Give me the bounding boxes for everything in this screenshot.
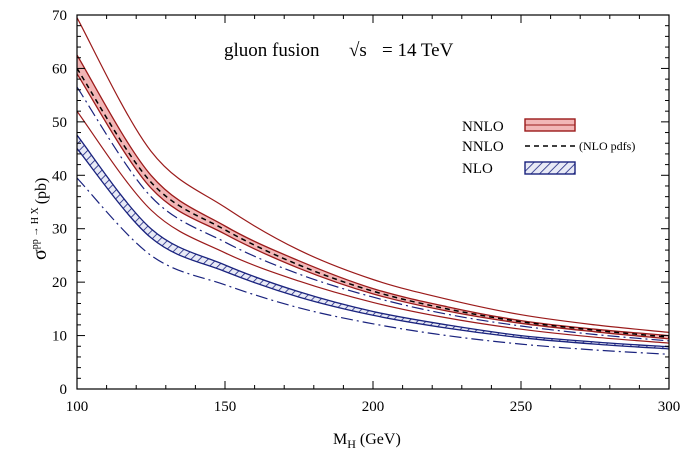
series-layer [77, 17, 669, 355]
y-tick-label: 30 [52, 222, 67, 238]
axis-ticks: 100 150 200 250 300 0 10 20 30 40 50 60 70 [52, 8, 680, 415]
y-tick-label: 0 [60, 382, 68, 398]
y-axis-title-main: σ [29, 249, 51, 260]
y-tick-label: 40 [52, 168, 67, 184]
x-axis-title: MH (GeV) [333, 431, 401, 451]
x-tick-label: 150 [214, 399, 237, 415]
legend-note-nlo-pdfs: (NLO pdfs) [579, 139, 635, 153]
y-axis-title-sup: pp → H X [30, 206, 41, 249]
line-nnlo-scale-variation [77, 17, 669, 333]
band-lower-nlo [77, 148, 669, 350]
legend-label-nnlo: NNLO [462, 119, 504, 135]
y-tick-label: 70 [52, 8, 67, 24]
legend-label-nnlo-nlo-pdfs: NNLO [462, 139, 504, 155]
y-tick-label: 60 [52, 61, 67, 77]
band-upper-nlo [77, 134, 669, 348]
legend: NNLO NNLO (NLO pdfs) NLO [462, 118, 635, 177]
legend-swatch-nlo [524, 161, 576, 175]
y-axis-title-unit: (pb) [33, 178, 50, 205]
x-axis-title-sub: H [347, 437, 356, 451]
line-nnlo-scale-variation [77, 110, 669, 344]
x-tick-label: 200 [362, 399, 385, 415]
band-lower-nnlo [77, 73, 669, 340]
line-nlo-scale-variation [77, 86, 669, 342]
y-tick-label: 50 [52, 115, 67, 131]
x-axis-title-unit: (GeV) [360, 431, 401, 448]
band-upper-nnlo [77, 54, 669, 337]
line-nlo-scale-variation [77, 177, 669, 355]
legend-label-nlo: NLO [462, 161, 493, 177]
x-tick-label: 300 [658, 399, 681, 415]
y-axis-title: σpp → H X(pb) [29, 178, 51, 260]
legend-entry-nnlo: NNLO [462, 118, 576, 135]
line-nnlo-nlo-pdfs [77, 67, 669, 338]
annotation-energy-value: = 14 TeV [382, 40, 454, 61]
legend-entry-nlo: NLO [462, 161, 576, 177]
y-tick-label: 20 [52, 275, 67, 291]
x-tick-label: 250 [510, 399, 533, 415]
annotation-energy-symbol: √s [349, 40, 367, 61]
annotation-process: gluon fusion [224, 40, 320, 61]
legend-entry-nnlo-nlo-pdfs: NNLO (NLO pdfs) [462, 139, 635, 155]
x-axis-title-main: M [333, 431, 347, 448]
y-tick-label: 10 [52, 329, 67, 345]
x-tick-label: 100 [66, 399, 89, 415]
